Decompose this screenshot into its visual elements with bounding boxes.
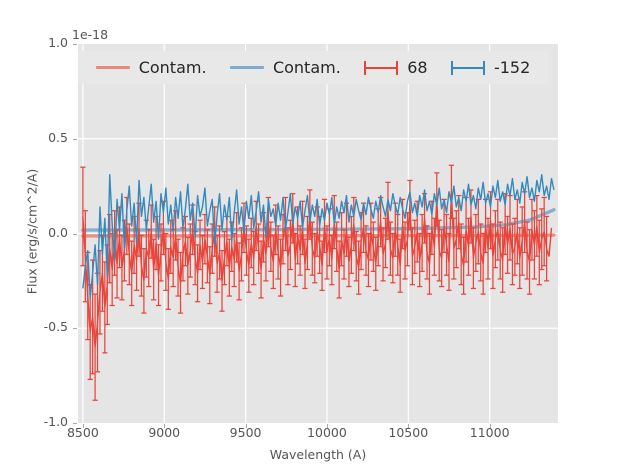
x-tick-mark [489,424,491,428]
legend-errorbar-part [450,60,453,75]
x-tick-label: 9500 [229,425,262,440]
x-tick-label: 10500 [388,425,429,440]
legend-item[interactable]: Contam. [95,58,207,77]
x-tick-label: 8500 [66,425,99,440]
legend-line-swatch [95,66,130,69]
y-axis-label: Flux (erg/s/cm^2/A) [24,168,40,295]
legend-label: 68 [407,58,428,77]
y-tick-mark [73,423,77,424]
legend-errorbar-part [364,66,399,69]
y-tick-mark [73,44,77,45]
x-tick-label: 9000 [148,425,181,440]
x-axis-label: Wavelength (A) [269,447,367,462]
y-tick-label: 0.5 [48,129,68,145]
y-tick-label: -1.0 [43,414,68,429]
legend-errorbar-part [396,60,399,75]
x-tick-label: 11000 [469,425,510,440]
y-tick-label: -0.5 [43,319,68,335]
x-tick-mark [245,424,247,428]
legend-line-swatch [229,66,264,69]
legend-item[interactable]: Contam. [229,58,341,77]
chart-canvas [78,44,558,423]
legend-label: Contam. [138,58,207,77]
x-tick-mark [326,424,328,428]
y-tick-label: 0.0 [48,224,68,240]
legend-item[interactable]: -152 [450,58,531,77]
y-tick-label: 1.0 [48,35,68,50]
y-axis-offset-text: 1e-18 [72,27,109,42]
x-tick-mark [164,424,166,428]
legend-label: Contam. [272,58,341,77]
x-tick-label: 10000 [307,425,347,440]
plot-area [78,44,558,423]
legend-errorbar-part [450,66,485,69]
legend-label: -152 [493,58,531,77]
y-tick-mark [73,233,77,235]
y-tick-mark [73,328,77,330]
legend-item[interactable]: 68 [364,58,428,77]
legend-errorbar-part [482,60,485,75]
x-tick-mark [408,424,410,428]
y-tick-mark [73,138,77,140]
chart-legend[interactable]: Contam. Contam. 68 -152 [78,51,548,84]
legend-errorbar-swatch [450,60,485,75]
legend-errorbar-part [364,60,367,75]
x-tick-mark [82,424,84,428]
legend-errorbar-swatch [364,60,399,75]
